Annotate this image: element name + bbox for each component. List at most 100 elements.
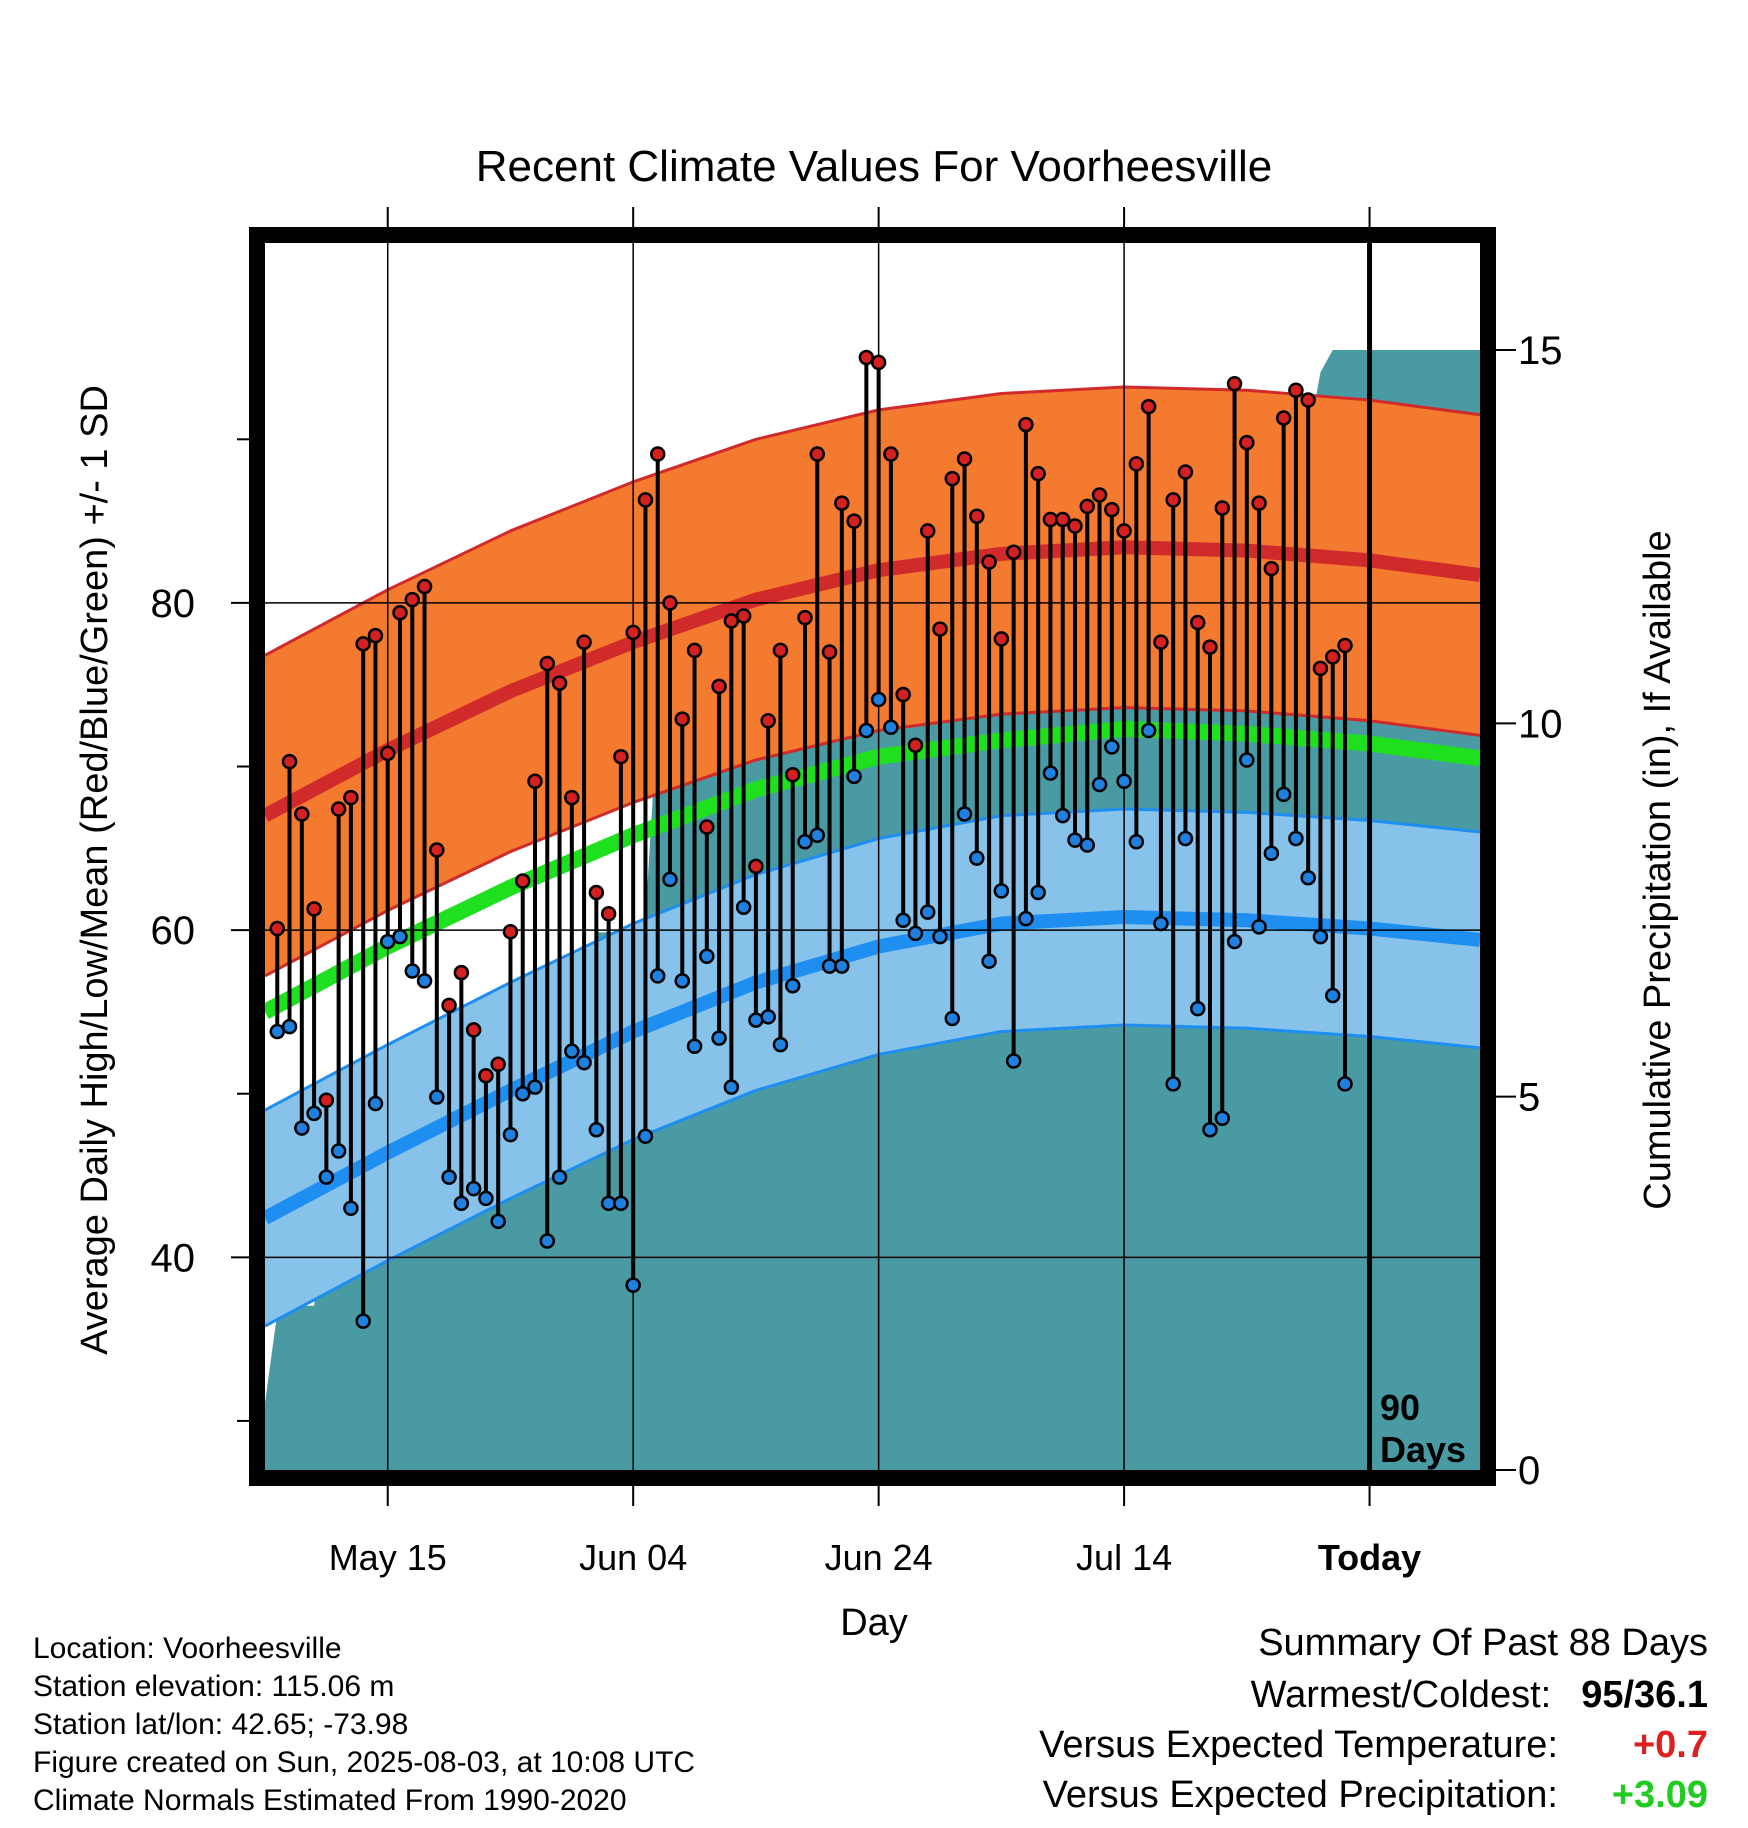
daily-high-point bbox=[1300, 392, 1316, 408]
daily-high-point bbox=[600, 906, 617, 922]
daily-low-point bbox=[944, 1010, 961, 1027]
daily-low-point bbox=[870, 691, 887, 708]
daily-low-point bbox=[760, 1009, 776, 1025]
daily-high-point bbox=[834, 495, 850, 511]
daily-high-point bbox=[576, 634, 592, 650]
daily-low-point bbox=[907, 925, 924, 942]
daily-low-point bbox=[294, 1120, 310, 1136]
daily-low-point bbox=[674, 973, 691, 989]
daily-low-point bbox=[613, 1195, 629, 1212]
daily-low-point bbox=[1005, 1053, 1022, 1069]
daily-low-point bbox=[1042, 765, 1059, 781]
daily-low-point bbox=[478, 1190, 494, 1207]
daily-low-point bbox=[1177, 830, 1194, 847]
daily-high-point bbox=[895, 686, 911, 703]
plot-frame bbox=[249, 227, 1496, 1486]
daily-low-point bbox=[1079, 837, 1096, 853]
normal-low-band bbox=[265, 809, 1480, 1327]
daily-low-point bbox=[1251, 919, 1267, 935]
daily-low-point bbox=[797, 834, 813, 850]
daily-low-point bbox=[883, 719, 899, 736]
daily-high-point bbox=[318, 1092, 335, 1109]
daily-low-point bbox=[625, 1277, 641, 1293]
daily-high-point bbox=[551, 675, 568, 691]
daily-high-point bbox=[932, 621, 948, 637]
daily-low-point bbox=[490, 1213, 506, 1230]
daily-high-point bbox=[1153, 634, 1169, 650]
daily-low-point bbox=[416, 973, 433, 989]
daily-low-point bbox=[1104, 739, 1120, 755]
daily-low-point bbox=[453, 1195, 470, 1212]
daily-high-point bbox=[625, 624, 641, 641]
daily-high-point bbox=[883, 446, 899, 462]
daily-low-point bbox=[502, 1126, 519, 1143]
summary-precip-row: Versus Expected Precipitation: +3.09 bbox=[1043, 1774, 1708, 1817]
daily-low-point bbox=[1189, 1000, 1206, 1017]
summary-warmest-value: 95/36.1 bbox=[1581, 1674, 1708, 1716]
daily-high-point bbox=[478, 1067, 494, 1084]
daily-high-point bbox=[1251, 495, 1267, 511]
x-tick-label: Jun 24 bbox=[825, 1537, 933, 1578]
daily-low-point bbox=[1091, 776, 1108, 793]
daily-high-point bbox=[1140, 398, 1157, 415]
normal-high-band bbox=[265, 386, 1480, 976]
daily-high-point bbox=[514, 873, 531, 889]
daily-low-point bbox=[1054, 807, 1071, 824]
daily-high-point bbox=[846, 513, 862, 529]
daily-high-point bbox=[379, 745, 396, 762]
daily-high-point bbox=[1239, 434, 1255, 451]
chart-title: Recent Climate Values For Voorheesville bbox=[476, 142, 1272, 191]
daily-high-point bbox=[453, 964, 470, 981]
summary-warmest-label: Warmest/Coldest: bbox=[1250, 1674, 1552, 1716]
daily-low-point bbox=[846, 768, 862, 785]
daily-high-point bbox=[772, 642, 789, 659]
daily-high-point bbox=[588, 884, 605, 901]
daily-high-point bbox=[1226, 375, 1243, 392]
daily-high-point bbox=[674, 711, 691, 727]
daily-high-point bbox=[662, 595, 678, 611]
daily-low-point bbox=[1153, 915, 1169, 932]
daily-low-point bbox=[539, 1233, 556, 1249]
daily-high-point bbox=[760, 712, 776, 729]
daily-low-point bbox=[281, 1018, 298, 1035]
daily-high-point bbox=[281, 753, 298, 770]
summary-heading: Summary Of Past 88 Days bbox=[1258, 1622, 1708, 1664]
daily-high-point bbox=[490, 1056, 506, 1073]
daily-high-point bbox=[294, 806, 310, 822]
daily-high-point bbox=[1128, 456, 1145, 472]
daily-low-point bbox=[662, 871, 678, 888]
y-tick-label-left: 60 bbox=[151, 909, 196, 953]
daily-low-point bbox=[1288, 830, 1304, 847]
daily-low-point bbox=[1312, 928, 1329, 945]
daily-low-point bbox=[1263, 845, 1280, 861]
daily-high-point bbox=[1054, 511, 1071, 528]
daily-high-point bbox=[686, 642, 703, 659]
daily-high-point bbox=[613, 748, 629, 765]
daily-high-point bbox=[1116, 523, 1132, 539]
daily-low-point bbox=[1165, 1076, 1181, 1092]
daily-low-point bbox=[576, 1054, 592, 1071]
summary-temp-label: Versus Expected Temperature: bbox=[1039, 1724, 1558, 1766]
summary-precip-label: Versus Expected Precipitation: bbox=[1042, 1774, 1558, 1816]
daily-high-point bbox=[821, 644, 838, 660]
daily-high-point bbox=[809, 446, 826, 462]
daily-low-point bbox=[564, 1043, 580, 1059]
daily-high-point bbox=[1189, 614, 1206, 631]
daily-low-point bbox=[723, 1079, 740, 1095]
daily-low-point bbox=[465, 1180, 482, 1197]
daily-low-point bbox=[527, 1079, 543, 1095]
daily-high-point bbox=[649, 446, 666, 462]
daily-high-point bbox=[527, 773, 543, 789]
daily-high-point bbox=[699, 819, 715, 835]
daily-high-point bbox=[907, 737, 924, 754]
daily-high-point bbox=[1005, 544, 1022, 560]
daily-low-point bbox=[649, 968, 666, 984]
summary-temp-row: Versus Expected Temperature: +0.7 bbox=[1039, 1724, 1708, 1767]
daily-low-point bbox=[686, 1038, 703, 1055]
daily-high-point bbox=[944, 470, 961, 487]
daily-low-point bbox=[932, 928, 948, 945]
daily-high-point bbox=[1030, 465, 1046, 482]
daily-high-point bbox=[797, 609, 813, 626]
x-tick-label: May 15 bbox=[329, 1537, 447, 1578]
y-tick-label-left: 40 bbox=[151, 1236, 196, 1280]
